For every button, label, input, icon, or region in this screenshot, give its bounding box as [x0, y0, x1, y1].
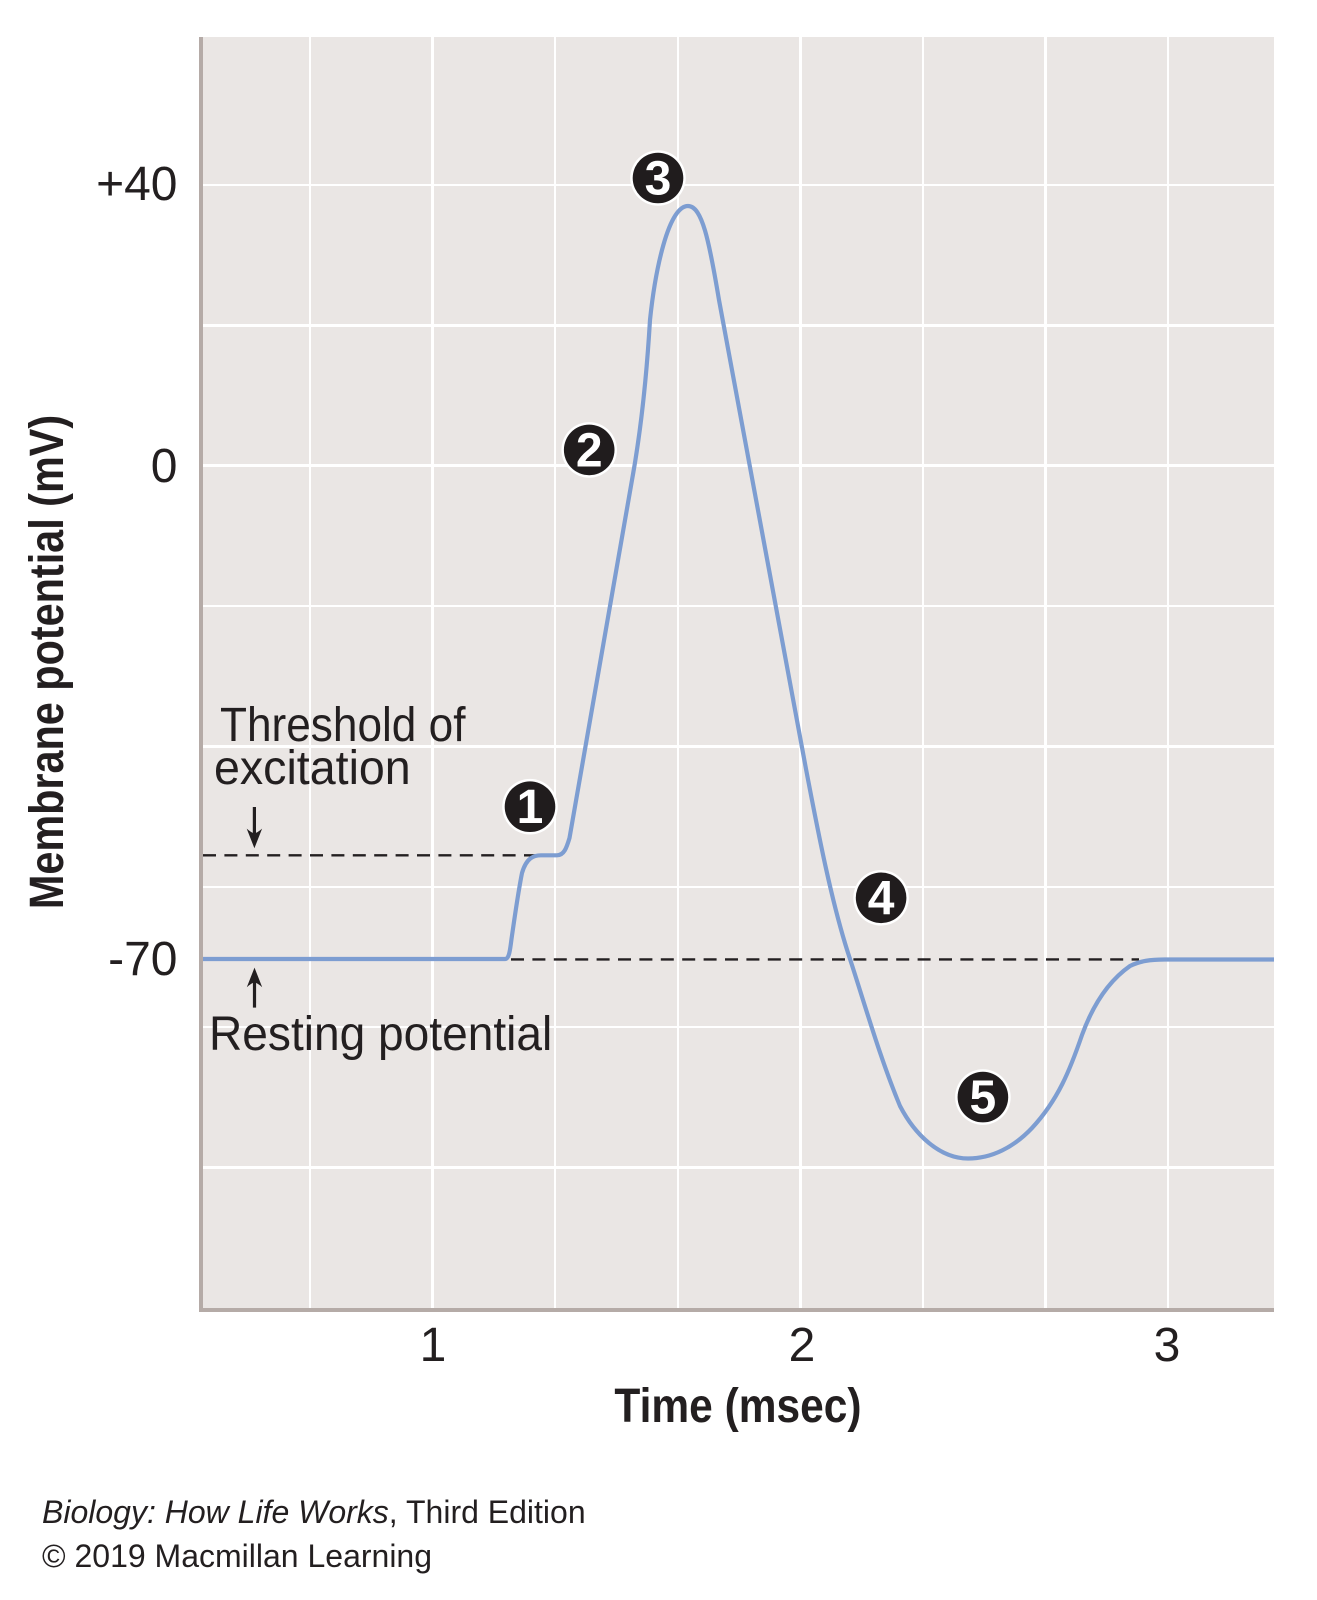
svg-text:4: 4 [868, 872, 895, 925]
svg-text:2: 2 [576, 424, 603, 477]
svg-text:3: 3 [645, 153, 672, 206]
svg-text:5: 5 [970, 1072, 997, 1125]
svg-text:1: 1 [517, 781, 544, 834]
